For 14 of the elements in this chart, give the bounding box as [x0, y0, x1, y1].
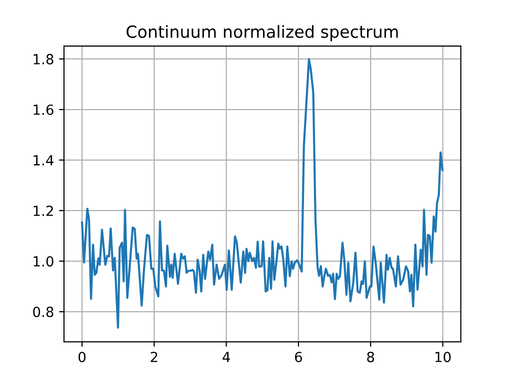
- chart-title: Continuum normalized spectrum: [126, 25, 398, 42]
- x-tick-label: 0: [78, 352, 86, 362]
- y-tick-label: 1.4: [34, 155, 54, 166]
- y-tick-label: 1.0: [34, 256, 54, 267]
- y-tick-label: 0.8: [33, 306, 54, 318]
- x-tick-label: 6: [295, 352, 302, 362]
- y-tick-label: 1.2: [34, 206, 53, 216]
- y-tick-label: 1.8: [34, 54, 54, 64]
- x-tick-label: 8: [367, 352, 374, 362]
- y-tick-label: 1.6: [34, 104, 54, 115]
- line-series: [80, 58, 444, 329]
- x-tick-label: 2: [150, 352, 158, 362]
- x-tick-label: 10: [435, 352, 451, 362]
- x-tick-label: 4: [222, 352, 230, 362]
